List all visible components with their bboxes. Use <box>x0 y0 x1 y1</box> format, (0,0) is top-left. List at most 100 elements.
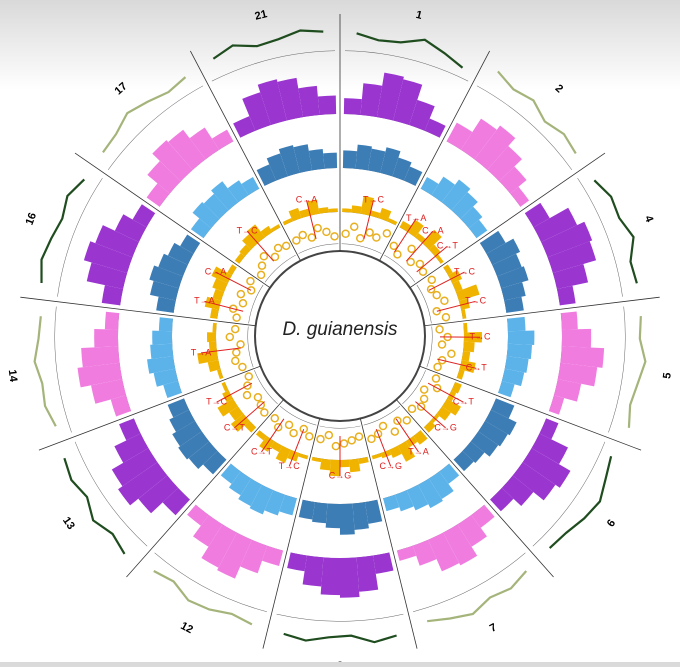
snp-dot <box>341 440 348 447</box>
mutation-label: C→G <box>434 422 457 432</box>
snp-dot <box>290 430 297 437</box>
snp-dot <box>237 341 244 348</box>
yellow-bar <box>461 309 466 319</box>
mutation-label: T→A <box>406 213 427 223</box>
yellow-bar <box>387 218 397 225</box>
track-baseline <box>265 255 296 283</box>
snp-dot <box>323 228 330 235</box>
mutation-label: T→C <box>279 461 300 471</box>
line-track <box>213 30 323 58</box>
snp-dot <box>331 233 338 240</box>
snp-dot <box>380 423 387 430</box>
line-track <box>357 33 463 67</box>
mutation-label: T→C <box>454 266 475 276</box>
mutation-label: T→A <box>191 347 212 357</box>
hist-bar <box>561 311 578 329</box>
snp-dot <box>258 271 265 278</box>
track-baseline <box>608 307 625 433</box>
snp-dot <box>239 364 246 371</box>
yellow-bar <box>283 218 293 225</box>
track-baseline <box>248 326 254 367</box>
mutation-label: C→A <box>205 266 227 276</box>
chromosome-label: 17 <box>113 80 130 97</box>
snp-dot <box>342 230 349 237</box>
snp-dot <box>293 237 300 244</box>
snp-dot <box>239 300 246 307</box>
mutation-label: C→T <box>466 363 487 373</box>
track-baseline <box>319 426 360 429</box>
snp-dot <box>408 245 415 252</box>
snp-dot <box>233 314 240 321</box>
yellow-bar <box>463 323 467 333</box>
snp-dot <box>368 435 375 442</box>
snp-dot <box>226 333 233 340</box>
snp-dot <box>260 253 267 260</box>
snp-dot <box>271 415 278 422</box>
snp-dot <box>261 409 268 416</box>
snp-dot <box>247 278 254 285</box>
yellow-bar <box>271 224 281 232</box>
snp-dot <box>314 225 321 232</box>
mutation-label: T→C <box>363 194 384 204</box>
yellow-bar <box>342 208 352 212</box>
hist-bar <box>321 557 340 595</box>
hist-bar <box>344 98 362 115</box>
yellow-bar <box>207 332 216 342</box>
yellow-bar <box>212 323 216 333</box>
snp-dot <box>299 232 306 239</box>
mutation-label: C→T <box>437 241 458 251</box>
snp-dot <box>325 432 332 439</box>
mutation-label: C→A <box>422 226 444 236</box>
snp-dot <box>441 297 448 304</box>
snp-dot <box>244 392 251 399</box>
yellow-bar <box>210 308 219 319</box>
snp-dot <box>275 244 282 251</box>
mutation-label: C→T <box>453 397 474 407</box>
mutation-label: C→T <box>251 446 272 456</box>
hist-bar <box>105 312 119 330</box>
yellow-bar <box>457 369 465 380</box>
mutation-label: T→A <box>194 296 215 306</box>
line-track <box>154 571 252 624</box>
snp-dot <box>286 421 293 428</box>
snp-dot <box>421 395 428 402</box>
snp-dot <box>391 428 398 435</box>
snp-dot <box>332 443 339 450</box>
chromosome-label: 21 <box>254 8 269 23</box>
hist-bar <box>562 329 591 348</box>
snp-dot <box>357 235 364 242</box>
blue-bar <box>340 504 355 535</box>
chromosome-label: 5 <box>661 372 674 380</box>
chromosome-label: 2 <box>553 82 566 95</box>
snp-dot <box>390 242 397 249</box>
blue-bar <box>326 504 340 529</box>
snp-dot <box>434 364 441 371</box>
blue-bar <box>150 344 173 359</box>
snp-dot <box>428 276 435 283</box>
snp-dot <box>448 350 455 357</box>
yellow-bar <box>217 369 223 379</box>
snp-dot <box>433 292 440 299</box>
hist-bar <box>373 552 393 573</box>
snp-dot <box>433 308 440 315</box>
chromosome-label: 13 <box>60 515 77 532</box>
mutation-label: T→A <box>408 446 429 456</box>
yellow-bar <box>358 457 368 464</box>
chromosome-label: 1 <box>415 9 424 22</box>
snp-dot <box>432 375 439 382</box>
snp-dot <box>403 417 410 424</box>
yellow-bar <box>340 460 350 468</box>
snp-dot <box>245 373 252 380</box>
snp-dot <box>416 260 423 267</box>
hist-bar <box>318 95 336 114</box>
hist-bar <box>549 395 564 414</box>
track-baseline <box>55 307 72 433</box>
line-track <box>35 316 56 426</box>
chromosome-label: 16 <box>24 211 40 227</box>
mutation-label: C→G <box>380 461 403 471</box>
chromosome-label: 6 <box>605 517 618 529</box>
hist-bar <box>94 329 118 347</box>
snp-dot <box>232 357 239 364</box>
snp-dot <box>442 314 449 321</box>
